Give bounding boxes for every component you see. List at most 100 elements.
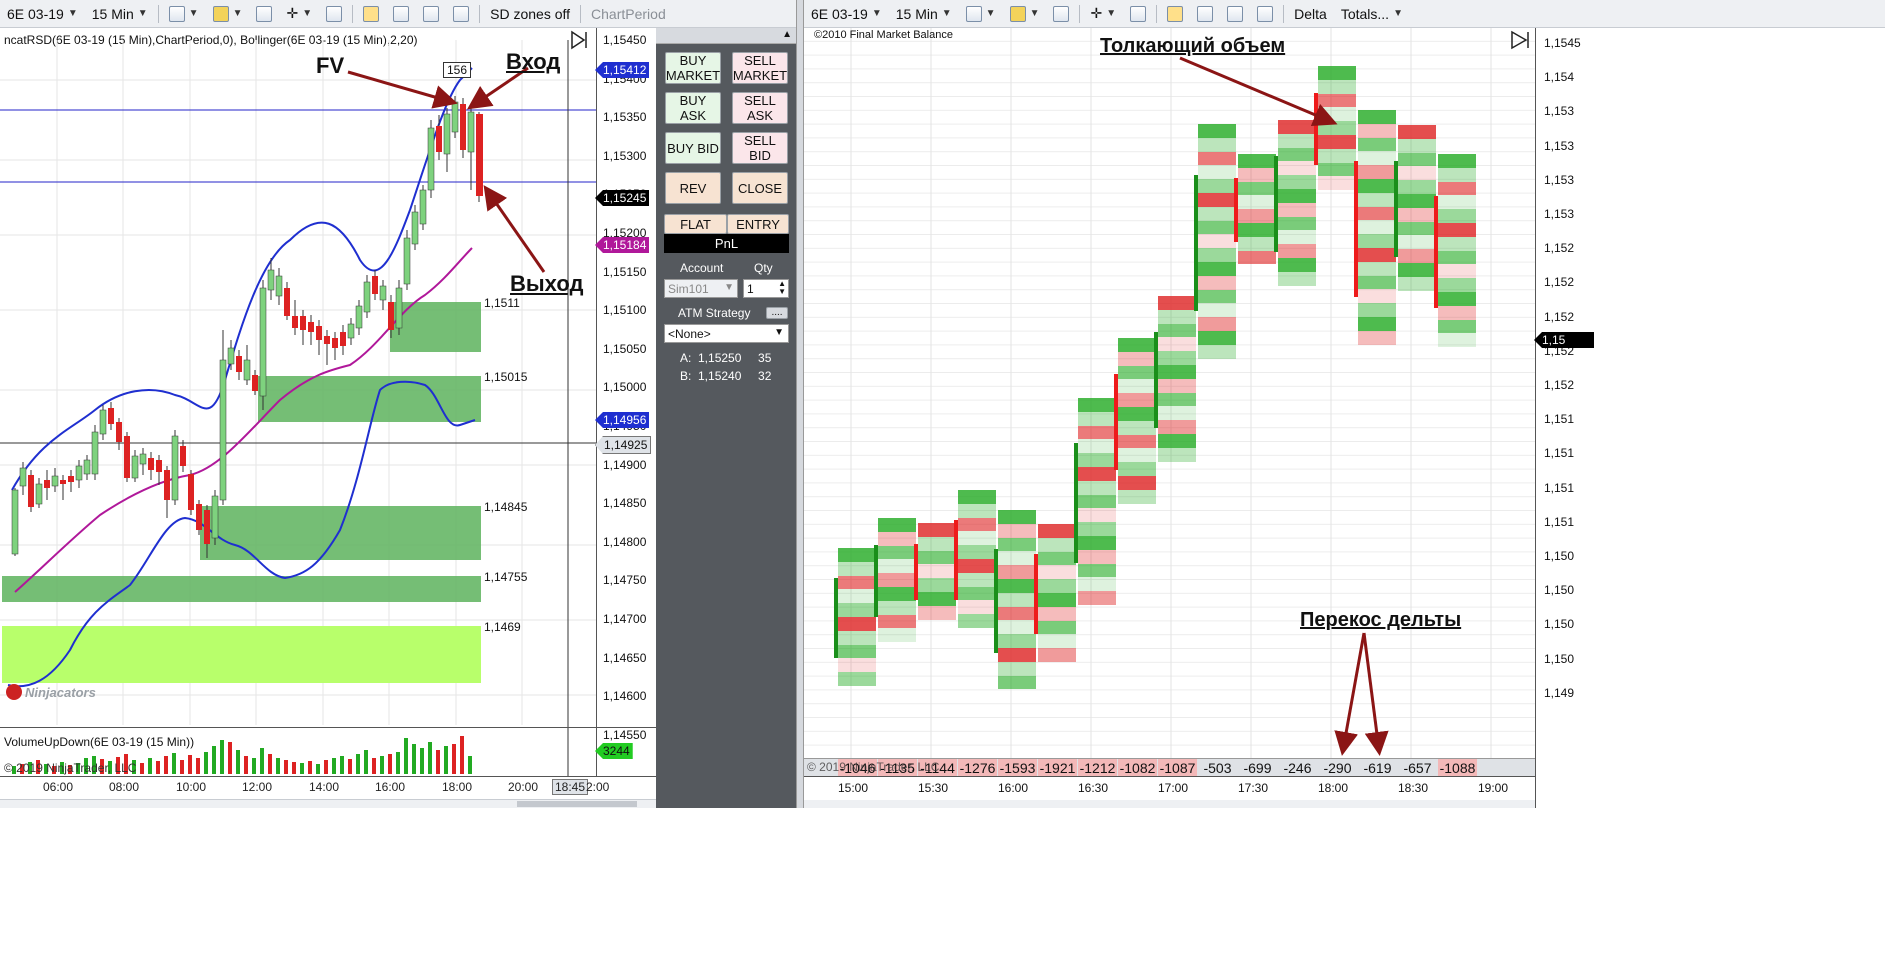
footprint-cell: [1278, 175, 1316, 189]
right-strategies-button[interactable]: [1220, 0, 1250, 28]
footprint-cell: [1398, 207, 1436, 222]
timeframe-selector[interactable]: 15 Min ▼: [85, 0, 155, 28]
magnet-icon: [256, 5, 273, 22]
buy-ask-button[interactable]: BUY ASK: [665, 92, 721, 124]
footprint-cell: [1038, 524, 1076, 538]
footprint-body-bar: [1234, 178, 1238, 242]
zoom-button[interactable]: [319, 0, 349, 28]
footprint-cell: [1198, 165, 1236, 180]
right-time-axis-label: 16:30: [1078, 781, 1109, 795]
footprint-cell: [1198, 234, 1236, 249]
right-timeframe-label: 15 Min: [895, 5, 938, 22]
toolbar-divider: [580, 4, 582, 23]
sell-ask-button[interactable]: SELL ASK: [732, 92, 788, 124]
footprint-cell: [1158, 447, 1196, 462]
footprint-cell: [1398, 262, 1436, 277]
bar-type-button[interactable]: ▼: [162, 0, 206, 28]
footprint-cell: [1438, 181, 1476, 196]
chart-period-button[interactable]: ChartPeriod: [584, 0, 673, 28]
footprint-cell: [1238, 154, 1276, 168]
footprint-cell: [1438, 333, 1476, 348]
close-button[interactable]: CLOSE: [732, 172, 788, 204]
right-bar-type-button[interactable]: ▼: [959, 0, 1003, 28]
footprint-cell: [918, 578, 956, 592]
footprint-cell: [1158, 309, 1196, 324]
left-time-axis[interactable]: [0, 776, 656, 798]
footprint-cell: [998, 537, 1036, 552]
account-select[interactable]: Sim101 ▼: [664, 279, 738, 298]
footprint-bar: [1314, 66, 1356, 191]
footprint-cell: [1198, 289, 1236, 304]
sd-zones-toggle[interactable]: SD zones off: [483, 0, 577, 28]
right-timeframe-selector[interactable]: 15 Min ▼: [889, 0, 959, 28]
strategies-button[interactable]: [416, 0, 446, 28]
right-price-axis-label: 1,151: [1544, 446, 1575, 461]
right-chart-trader-button[interactable]: [1160, 0, 1190, 28]
footprint-cell: [1078, 563, 1116, 578]
atm-strategy-value: <None>: [668, 327, 711, 341]
footprint-cell: [1278, 147, 1316, 162]
entry-button[interactable]: ENTRY: [727, 214, 789, 234]
buy-bid-button[interactable]: BUY BID: [665, 132, 721, 164]
qty-stepper[interactable]: 1 ▲ ▼: [743, 279, 789, 298]
right-crosshair-button[interactable]: ✛ ▼: [1083, 0, 1123, 28]
footprint-cell: [1078, 494, 1116, 509]
atm-settings-button[interactable]: ....: [766, 307, 788, 319]
footprint-cell: [958, 586, 996, 601]
snap-button[interactable]: [249, 0, 279, 28]
buy-market-button[interactable]: BUY MARKET: [665, 52, 721, 84]
qty-value: 1: [747, 282, 754, 296]
flat-button[interactable]: FLAT: [664, 214, 727, 234]
properties-icon: [453, 5, 470, 22]
footprint-cell: [1398, 276, 1436, 291]
footprint-body-bar: [1354, 161, 1358, 297]
right-indicators-button[interactable]: [1190, 0, 1220, 28]
right-instrument-selector[interactable]: 6E 03-19 ▼: [804, 0, 889, 28]
collapse-up-icon[interactable]: ▲: [782, 29, 792, 40]
exit-arrow: [483, 185, 546, 273]
right-time-axis[interactable]: 15:00 15:30 16:00 16:30 17:00 17:30 18:00 18:30…: [804, 776, 1535, 800]
footprint-cell: [878, 545, 916, 560]
footprint-cell: [1238, 222, 1276, 237]
chart-trader-button[interactable]: [356, 0, 386, 28]
right-snap-button[interactable]: [1046, 0, 1076, 28]
price-chart[interactable]: [0, 28, 596, 728]
footprint-chart[interactable]: [804, 28, 1535, 758]
left-price-axis[interactable]: 1,154501,154001,153501,153001,152501,152…: [596, 28, 656, 778]
right-zoom-button[interactable]: [1123, 0, 1153, 28]
footprint-cell: [958, 600, 996, 615]
delta-total-cell: -503: [1198, 759, 1237, 776]
footprint-cell: [1078, 466, 1116, 481]
properties-button[interactable]: [446, 0, 476, 28]
crosshair-button[interactable]: ✛ ▼: [279, 0, 319, 28]
footprint-cell: [1278, 257, 1316, 272]
stepper-arrows-icon[interactable]: ▲ ▼: [778, 279, 786, 296]
delta-skew-annotation: Перекос дельты: [1300, 609, 1462, 631]
right-horizontal-scrollbar[interactable]: [804, 800, 1535, 808]
footprint-cell: [958, 531, 996, 546]
footprint-cell: [1158, 392, 1196, 407]
atm-strategy-select[interactable]: <None> ▼: [664, 324, 789, 343]
chevron-down-icon: ▼: [188, 8, 199, 19]
footprint-cell: [1398, 193, 1436, 208]
instrument-selector[interactable]: 6E 03-19 ▼: [0, 0, 85, 28]
footprint-cell: [1438, 209, 1476, 223]
left-scrollbar-thumb[interactable]: [517, 801, 637, 807]
right-price-axis-label: 1,154: [1544, 70, 1575, 85]
footprint-cell: [1078, 535, 1116, 550]
sell-market-button[interactable]: SELL MARKET: [732, 52, 788, 84]
right-draw-tool-button[interactable]: ▼: [1003, 0, 1047, 28]
bottom-area: [0, 808, 1885, 971]
delta-mode-button[interactable]: Delta: [1287, 0, 1334, 28]
draw-tool-button[interactable]: ▼: [206, 0, 250, 28]
footprint-cell: [1038, 579, 1076, 593]
indicators-button[interactable]: [386, 0, 416, 28]
left-horizontal-scrollbar[interactable]: [0, 799, 656, 808]
right-properties-button[interactable]: [1250, 0, 1280, 28]
totals-label: Totals...: [1340, 5, 1390, 22]
totals-dropdown[interactable]: Totals... ▼: [1334, 0, 1410, 28]
delta-totals-row: -1046 -1135 -1144 -1276 -1593 -1921 -1212 -1082…: [804, 758, 1535, 776]
right-price-axis[interactable]: 1,1545 1,154 1,153 1,153 1,153 1,153 1,152 1,15…: [1535, 28, 1885, 808]
rev-button[interactable]: REV: [665, 172, 721, 204]
sell-bid-button[interactable]: SELL BID: [732, 132, 788, 164]
